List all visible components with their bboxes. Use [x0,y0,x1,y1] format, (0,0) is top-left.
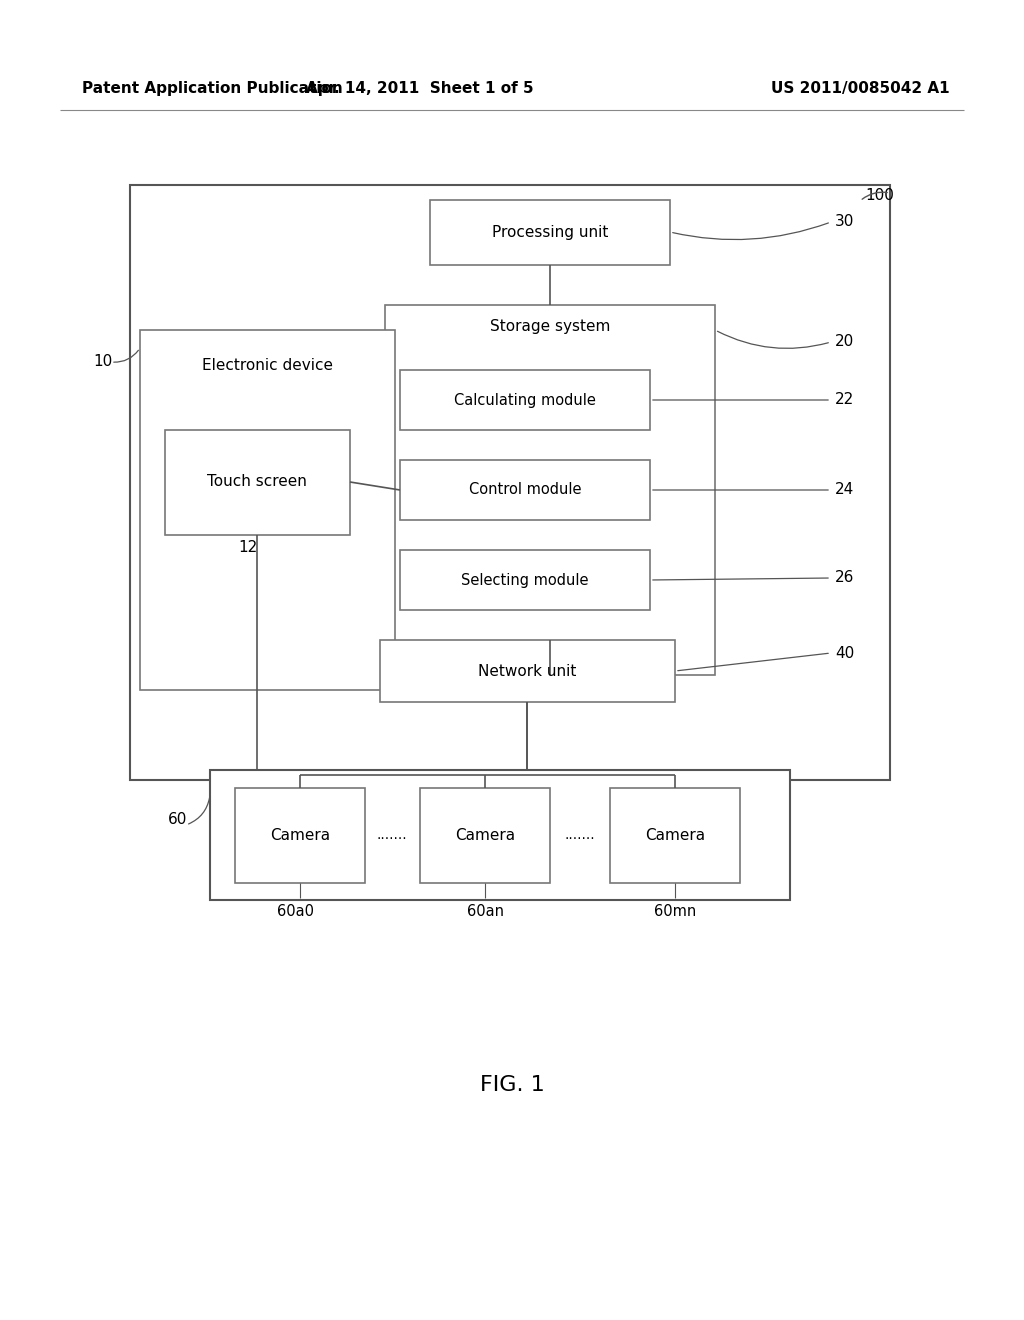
Text: 60a0: 60a0 [276,904,313,920]
Text: Storage system: Storage system [489,319,610,334]
Text: Processing unit: Processing unit [492,224,608,239]
Text: Selecting module: Selecting module [461,573,589,587]
Bar [610,788,740,883]
Text: Patent Application Publication: Patent Application Publication [82,81,343,95]
Bar [385,305,715,675]
Text: FIG. 1: FIG. 1 [479,1074,545,1096]
Text: Electronic device: Electronic device [202,358,333,372]
Text: Camera: Camera [455,828,515,842]
Bar [140,330,395,690]
Bar [430,201,670,265]
Bar [400,459,650,520]
Text: Camera: Camera [645,828,706,842]
Text: 26: 26 [835,570,854,586]
Text: 30: 30 [835,214,854,230]
Text: 40: 40 [835,645,854,660]
Bar [130,185,890,780]
Bar [380,640,675,702]
Text: Control module: Control module [469,483,582,498]
Text: 24: 24 [835,483,854,498]
Text: Calculating module: Calculating module [454,392,596,408]
Bar [234,788,365,883]
Text: 10: 10 [93,355,113,370]
Text: Apr. 14, 2011  Sheet 1 of 5: Apr. 14, 2011 Sheet 1 of 5 [306,81,534,95]
Text: 60mn: 60mn [654,904,696,920]
Text: 60an: 60an [467,904,504,920]
Text: US 2011/0085042 A1: US 2011/0085042 A1 [771,81,950,95]
Bar [210,770,790,900]
Text: 20: 20 [835,334,854,350]
Text: 22: 22 [835,392,854,408]
Text: .......: ....... [564,828,595,842]
Bar [400,550,650,610]
Text: 60: 60 [168,813,187,828]
Text: Touch screen: Touch screen [207,474,307,490]
Bar [420,788,550,883]
Text: 12: 12 [238,540,257,556]
Text: Camera: Camera [270,828,330,842]
Bar [165,430,350,535]
Text: Network unit: Network unit [478,664,577,678]
Text: .......: ....... [377,828,408,842]
Text: 100: 100 [865,189,894,203]
Bar [400,370,650,430]
